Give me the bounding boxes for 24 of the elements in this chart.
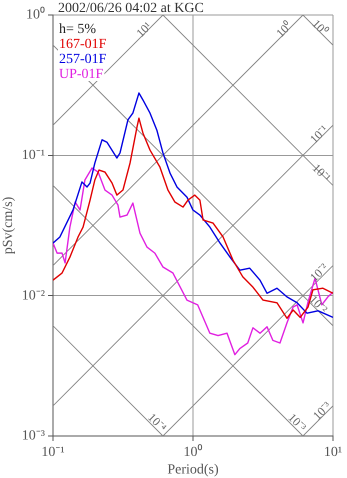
- x-axis-title: Period(s): [167, 462, 219, 478]
- annotation: 10⁻⁴: [145, 410, 170, 434]
- chart-title: 2002/06/26 04:02 at KGC: [58, 1, 204, 16]
- y-tick-label: 10⁻³: [22, 428, 45, 444]
- annotation: 10⁰: [273, 18, 294, 40]
- text: 257-01F: [59, 52, 107, 67]
- y-tick-label: 10⁰: [26, 6, 45, 23]
- annotation: 10⁻²: [306, 260, 331, 284]
- annotation: 10⁻³: [285, 410, 310, 434]
- x-tick-label: 10⁰: [184, 444, 202, 460]
- y-axis-title: pSv(cm/s): [1, 196, 16, 254]
- text: UP-01F: [59, 67, 104, 82]
- annotation: 10⁻¹: [310, 160, 334, 185]
- annotation: h= 5%: [59, 22, 96, 37]
- annotation: 10⁰: [309, 16, 331, 38]
- annotation: 10⁻³: [310, 398, 334, 423]
- x-tick-label: 10¹: [324, 445, 342, 460]
- text: 167-01F: [59, 37, 107, 52]
- annotation: 10¹: [133, 18, 155, 40]
- x-tick-label: 10⁻¹: [41, 445, 65, 460]
- y-tick-label: 10⁻²: [22, 288, 45, 304]
- annotation: 10⁻¹: [306, 122, 331, 146]
- y-tick-label: 10⁻¹: [22, 148, 45, 164]
- annotation: 10⁻²: [306, 292, 331, 316]
